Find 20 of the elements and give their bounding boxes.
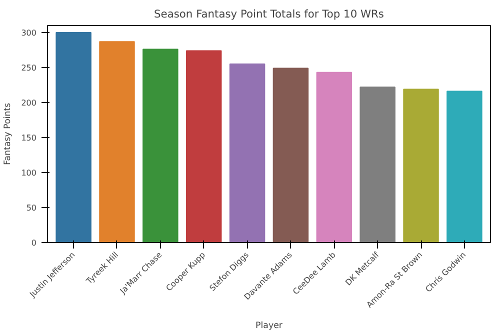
y-tick-label: 0 (31, 238, 37, 248)
bar (272, 68, 309, 242)
y-axis-title: Fantasy Points (3, 102, 14, 166)
y-tick-label: 200 (21, 98, 37, 108)
y-tick-label: 50 (26, 204, 37, 212)
y-tick-label: 150 (21, 134, 37, 142)
bar (99, 41, 135, 242)
bar (186, 50, 222, 242)
bar (360, 86, 396, 242)
y-tick-label: 100 (21, 168, 37, 178)
chart-title: Season Fantasy Point Totals for Top 10 WRs (154, 8, 384, 20)
y-tick-label: 250 (21, 64, 37, 72)
bar (316, 72, 352, 242)
x-axis-title: Player (256, 320, 283, 331)
bar (229, 64, 266, 242)
bar (142, 48, 178, 242)
bar (56, 32, 92, 242)
bar (403, 88, 439, 242)
y-tick-label: 300 (21, 28, 37, 38)
bar (446, 90, 482, 242)
